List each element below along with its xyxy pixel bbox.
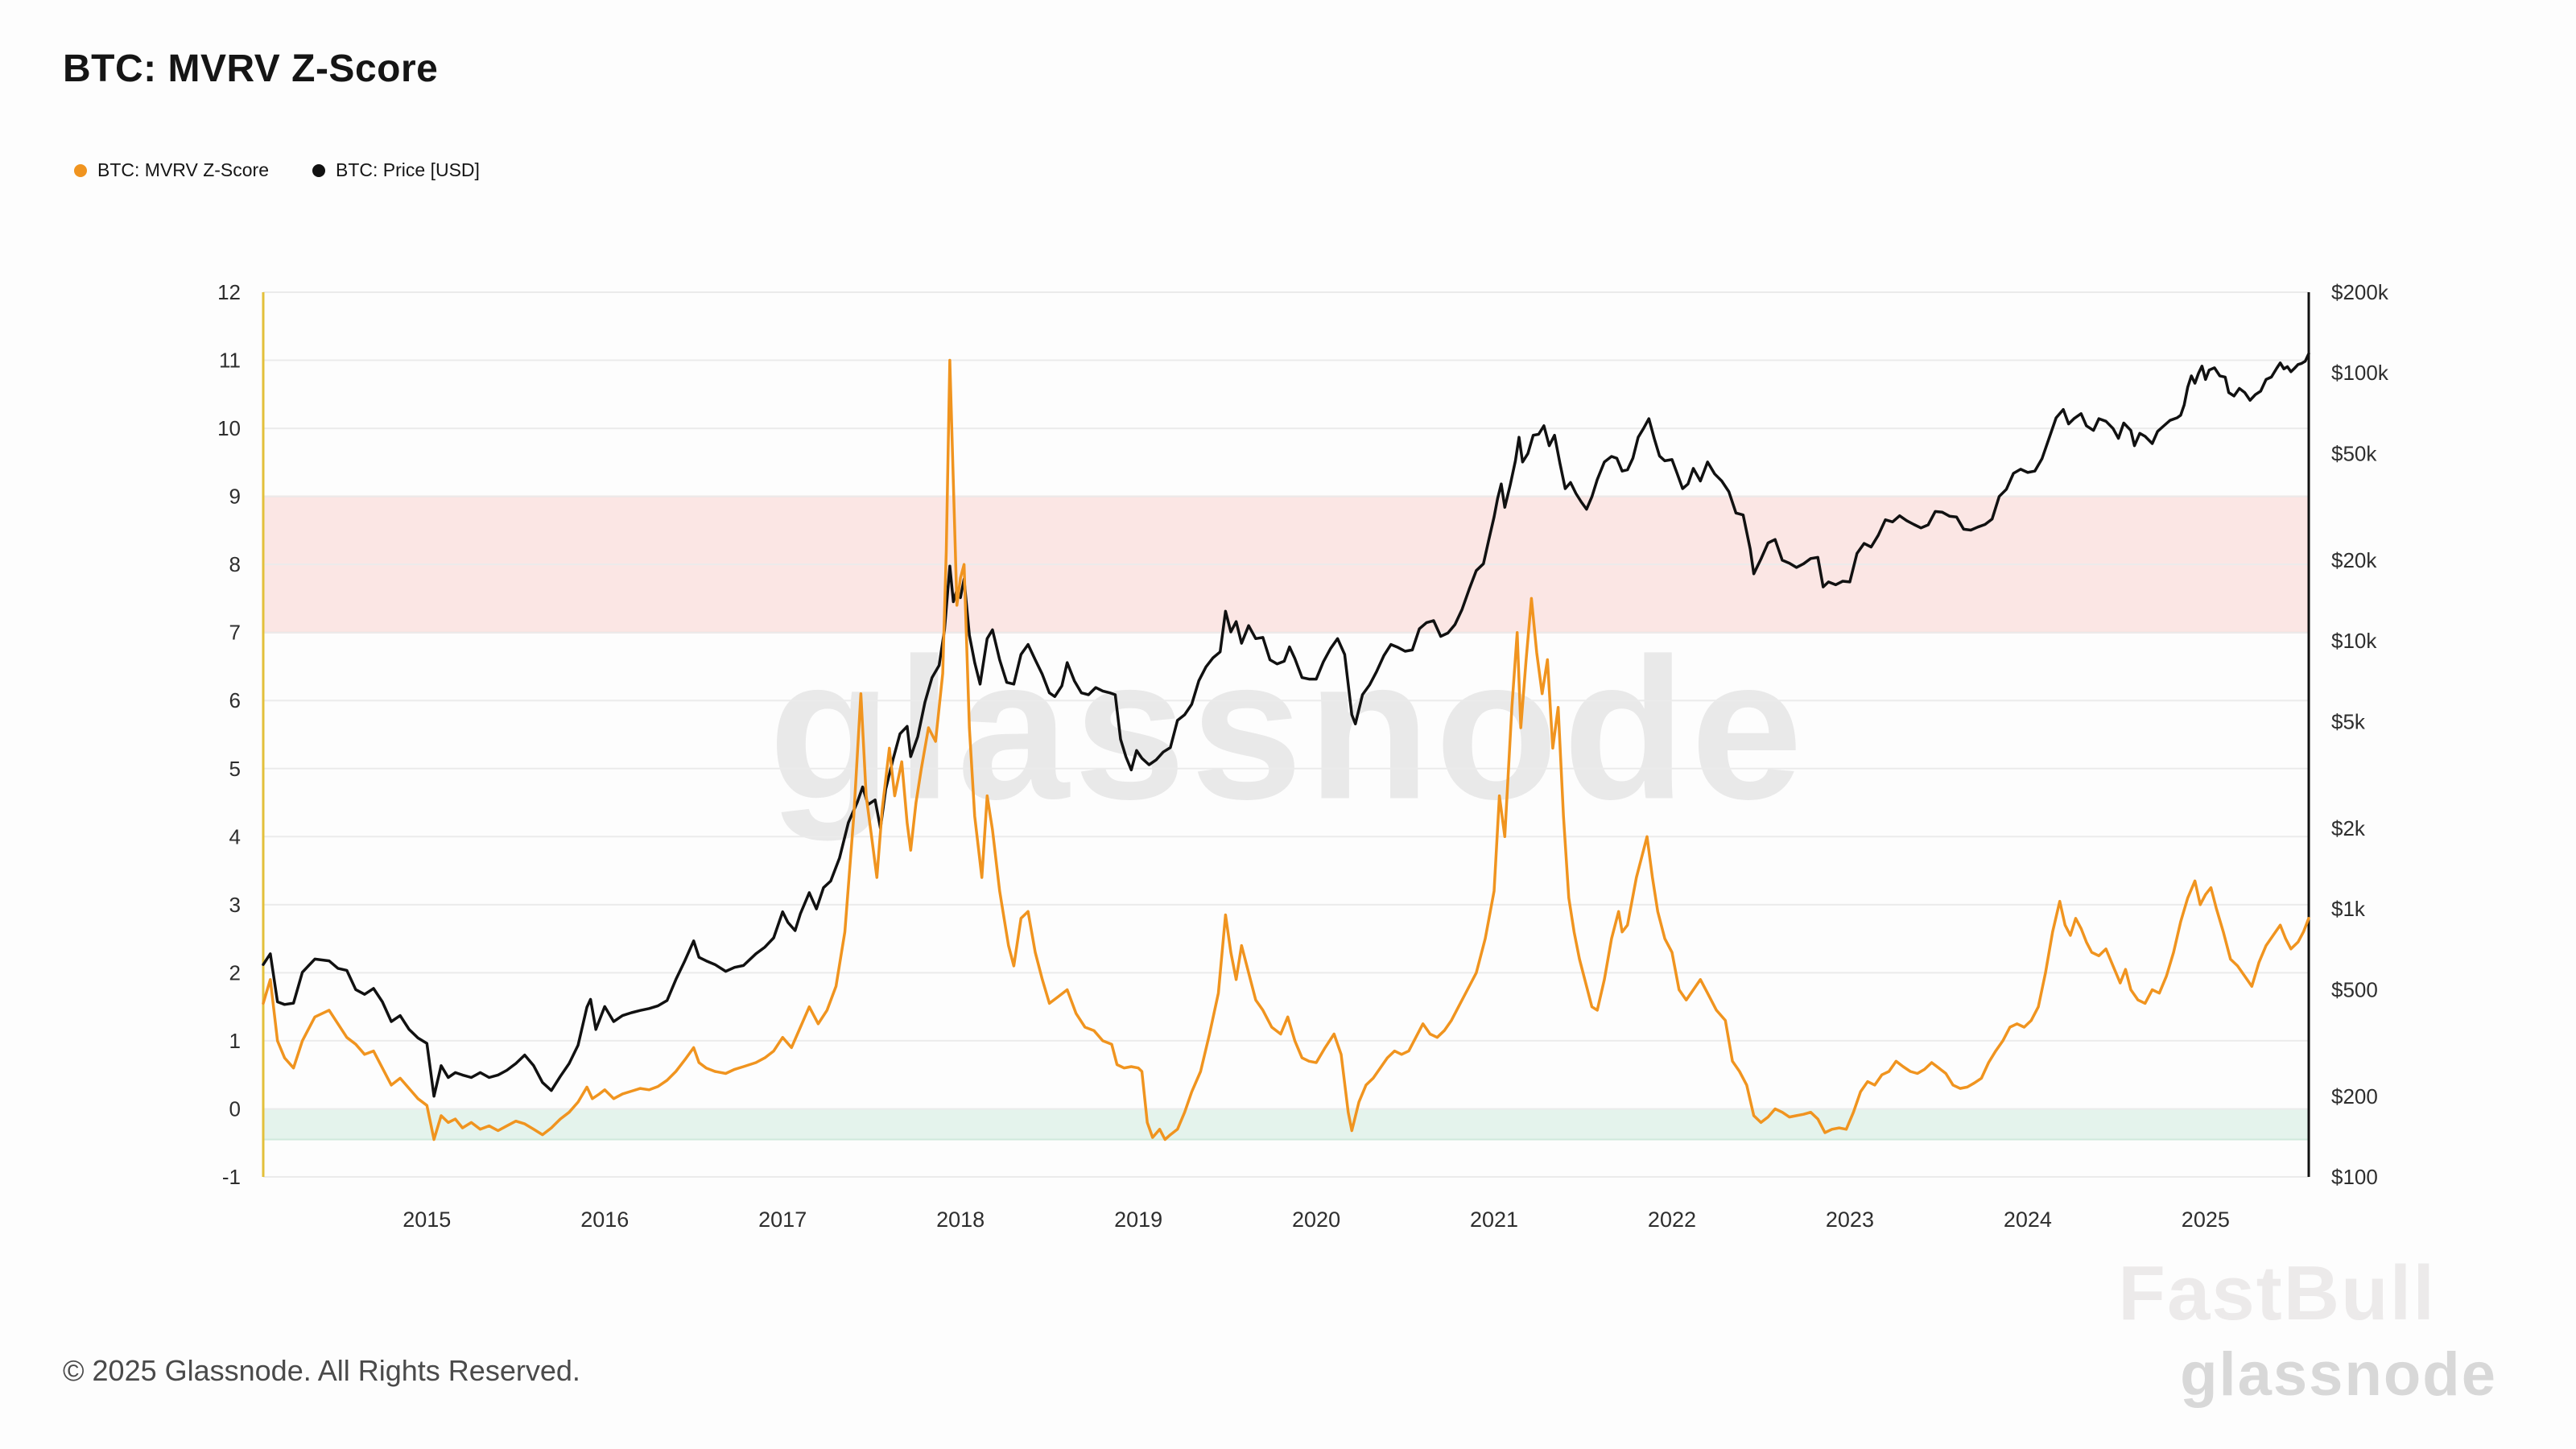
y-left-tick-label: 0 xyxy=(229,1096,241,1121)
x-tick-label: 2025 xyxy=(2182,1208,2230,1232)
legend-item-price[interactable]: BTC: Price [USD] xyxy=(312,159,480,181)
y-right-tick-label: $50k xyxy=(2331,441,2377,465)
y-left-tick-label: 11 xyxy=(219,349,241,373)
undervalued-band xyxy=(263,1108,2309,1140)
price-legend-swatch-icon xyxy=(312,163,325,177)
y-right-tick-label: $2k xyxy=(2331,816,2366,840)
y-left-tick-label: 6 xyxy=(229,688,241,712)
y-right-tick-label: $100 xyxy=(2331,1165,2378,1189)
y-left-tick-label: 9 xyxy=(229,485,241,509)
x-tick-label: 2021 xyxy=(1470,1208,1518,1232)
y-left-tick-label: 8 xyxy=(229,552,241,576)
y-left-tick-label: 10 xyxy=(217,416,241,440)
x-tick-label: 2017 xyxy=(758,1208,807,1232)
y-right-tick-label: $500 xyxy=(2331,977,2378,1001)
y-left-tick-label: 1 xyxy=(229,1029,241,1053)
y-left-tick-label: 7 xyxy=(229,621,241,645)
y-right-tick-label: $20k xyxy=(2331,548,2377,572)
x-tick-label: 2018 xyxy=(936,1208,985,1232)
x-tick-label: 2015 xyxy=(402,1208,451,1232)
y-right-tick-label: $100k xyxy=(2331,361,2389,385)
x-tick-label: 2023 xyxy=(1826,1208,1874,1232)
x-tick-label: 2022 xyxy=(1648,1208,1696,1232)
y-left-tick-label: 4 xyxy=(229,824,241,848)
y-right-tick-label: $10k xyxy=(2331,629,2377,653)
glassnode-bottom-watermark: glassnode xyxy=(2180,1340,2497,1409)
mvrv-legend-swatch-icon xyxy=(74,163,87,177)
btc-price-line xyxy=(262,352,2310,1098)
x-tick-label: 2016 xyxy=(580,1208,629,1232)
y-left-tick-label: 2 xyxy=(229,960,241,985)
x-tick-label: 2019 xyxy=(1114,1208,1162,1232)
y-right-tick-label: $200k xyxy=(2331,280,2389,304)
x-tick-label: 2020 xyxy=(1292,1208,1340,1232)
legend-label-mvrv: BTC: MVRV Z-Score xyxy=(97,159,269,180)
y-left-tick-label: 5 xyxy=(229,757,241,781)
copyright-text: © 2025 Glassnode. All Rights Reserved. xyxy=(63,1354,580,1387)
y-right-tick-label: $200 xyxy=(2331,1084,2378,1108)
y-left-tick-label: 3 xyxy=(229,893,241,917)
x-tick-label: 2024 xyxy=(2004,1208,2052,1232)
fastbull-watermark: FastBull xyxy=(2118,1250,2436,1336)
y-left-tick-label: 12 xyxy=(217,280,241,304)
mvrv-zscore-line xyxy=(262,358,2310,1141)
chart-title: BTC: MVRV Z-Score xyxy=(63,47,439,90)
y-right-tick-label: $1k xyxy=(2331,897,2366,921)
legend: BTC: MVRV Z-Score BTC: Price [USD] xyxy=(74,159,480,181)
y-left-tick-label: -1 xyxy=(222,1165,241,1189)
legend-label-price: BTC: Price [USD] xyxy=(336,159,480,180)
y-right-tick-label: $5k xyxy=(2331,709,2366,733)
legend-item-mvrv[interactable]: BTC: MVRV Z-Score xyxy=(74,159,269,181)
